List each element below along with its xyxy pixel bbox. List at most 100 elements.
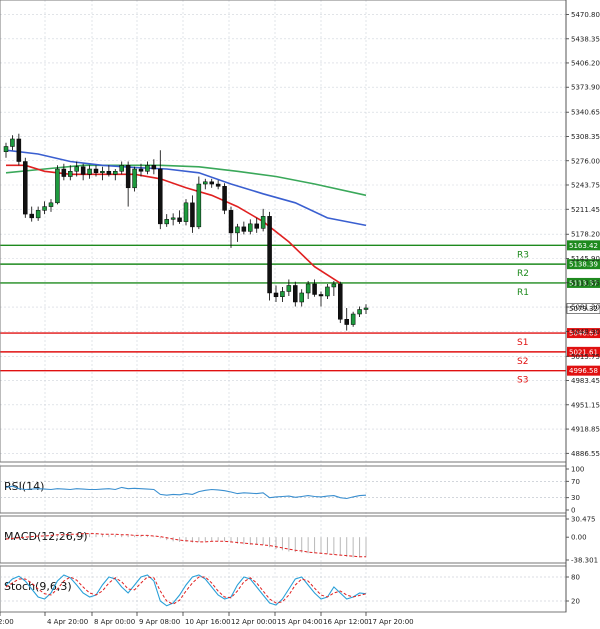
price-tick-label: 5113.55 <box>571 279 600 287</box>
level-tag-bg <box>567 346 600 357</box>
pane-frames <box>0 0 567 612</box>
stoch-k-line <box>5 574 367 607</box>
candle-down <box>267 216 272 294</box>
indicator-label: MACD(12,26,9) <box>4 530 88 543</box>
candle-up <box>132 168 137 189</box>
candle-down <box>222 186 227 211</box>
candle-up <box>305 283 311 294</box>
price-tick-label: 4983.45 <box>571 377 600 385</box>
candle-down <box>273 292 279 297</box>
candle-up <box>35 210 41 219</box>
price-tick-label: 5470.80 <box>571 11 600 19</box>
candle-down <box>93 168 99 174</box>
level-tag-bg <box>567 259 600 270</box>
candle-down <box>215 183 221 187</box>
candle-up <box>280 291 285 297</box>
time-tick-label: 15 Apr 04:00 <box>277 618 323 626</box>
candle-up <box>170 217 176 220</box>
price-tick-label: 5211.45 <box>571 206 600 214</box>
pane-frame <box>0 565 567 613</box>
pane-tick-label: 100 <box>571 466 584 474</box>
candle-up <box>325 286 330 297</box>
level-label-s2: S2 <box>517 357 528 367</box>
main-pane-frame <box>0 0 567 463</box>
candle-down <box>293 285 298 303</box>
candle-down <box>61 168 67 177</box>
level-label-r2: R2 <box>517 269 529 279</box>
ma-green-line <box>5 164 367 197</box>
candle-down <box>190 202 195 228</box>
price-tick-label: 5340.65 <box>571 109 600 117</box>
candle-up <box>55 168 60 204</box>
candle-down <box>228 210 234 234</box>
pane-tick-label: 0 <box>571 507 575 515</box>
ma-blue-line <box>5 149 367 227</box>
price-axis: 5470.80 5438.35 5406.20 5373.90 5340.65 5308.… <box>566 11 600 458</box>
price-tick-label: 5438.35 <box>571 35 600 43</box>
candle-up <box>196 183 202 228</box>
candle-down <box>338 283 343 320</box>
level-tag-s1: 5046.63 <box>569 330 598 338</box>
level-tag-r3: 5163.42 <box>569 242 598 250</box>
candle-up <box>74 166 79 172</box>
candle-up <box>331 283 337 288</box>
level-label-r1: R1 <box>517 288 529 298</box>
candle-down <box>209 181 214 185</box>
candle-up <box>248 223 253 232</box>
candle-down <box>241 226 247 232</box>
price-tick-label: 5373.90 <box>571 84 600 92</box>
candle-down <box>177 217 182 222</box>
time-tick-label: 8 Apr 00:00 <box>94 618 135 626</box>
last-price-tag-bg <box>566 303 600 314</box>
pane-tick-label: 80 <box>571 574 580 582</box>
price-tick-label: 5178.20 <box>571 231 600 239</box>
candle-up <box>183 202 189 222</box>
candle-down <box>29 213 34 219</box>
pane-tick-label: 30.475 <box>571 516 596 524</box>
pane-tick-label: 20 <box>571 598 580 606</box>
level-tag-s2: 5021.61 <box>569 348 598 356</box>
time-tick-label: 2:00 <box>0 618 14 626</box>
time-tick-label: 10 Apr 16:00 <box>185 618 231 626</box>
price-tick-label: 5276.00 <box>571 157 600 165</box>
level-tag-bg <box>567 240 600 251</box>
candle-down <box>138 168 144 172</box>
rsi-pane: RSI(14) 100 70 30 0 <box>0 465 584 515</box>
candle-up <box>119 165 124 172</box>
candle-up <box>363 307 369 310</box>
candle-down <box>158 168 163 225</box>
candle-down <box>125 165 131 189</box>
stoch-pane: Stoch(9,6,3) 80 20 <box>0 565 580 613</box>
price-tick-label: 5406.20 <box>571 59 600 67</box>
candle-up <box>286 285 292 292</box>
candle-up <box>48 202 54 207</box>
macd-signal-line <box>5 533 366 558</box>
price-tick-label: 5308.35 <box>571 133 600 141</box>
candle-up <box>113 171 118 175</box>
time-tick-label: 17 Apr 20:00 <box>368 618 414 626</box>
price-tick-label: 5145.90 <box>571 255 600 263</box>
candle-down <box>106 171 112 175</box>
price-tick-label: 5048.90 <box>571 328 600 336</box>
pivot-levels: R3 5163.42 R2 5138.39 R1 5113.37 S1 5046.63 S2 50… <box>0 240 600 386</box>
candle-up <box>42 206 47 211</box>
price-tick-label: 4886.55 <box>571 450 600 458</box>
level-tag-r1: 5113.37 <box>569 279 598 287</box>
last-price-tag: 5079.32 <box>569 305 598 313</box>
price-tick-label: 5015.75 <box>571 353 600 361</box>
pane-tick-label: 30 <box>571 494 580 502</box>
price-tick-label: 5081.30 <box>571 304 600 312</box>
ma-red-line <box>6 164 341 284</box>
candle-down <box>151 165 157 170</box>
candle-up <box>10 138 15 147</box>
indicator-label: Stoch(9,6,3) <box>4 580 72 593</box>
level-label-r3: R3 <box>517 250 529 260</box>
level-tag-bg <box>567 365 600 376</box>
time-tick-label: 12 Apr 00:00 <box>231 618 277 626</box>
candle-down <box>23 161 28 215</box>
time-tick-label: 9 Apr 08:00 <box>139 618 180 626</box>
candlesticks <box>3 133 369 331</box>
candle-down <box>344 319 349 325</box>
candle-down <box>318 294 324 297</box>
